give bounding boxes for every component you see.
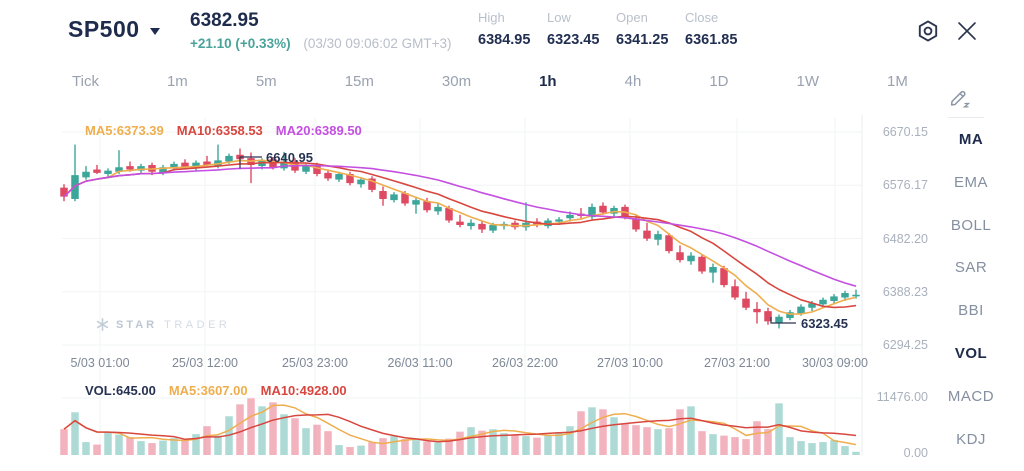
time-axis-tick: 26/03 11:00: [387, 356, 453, 370]
high-annotation: 6640.95: [266, 150, 313, 165]
price-change: +21.10 (+0.33%): [190, 36, 291, 51]
last-price: 6382.95: [190, 10, 259, 31]
vol-legend: VOL:645.00: [85, 383, 156, 398]
ma5-legend: MA5:6373.39: [85, 123, 164, 138]
close-button[interactable]: [956, 20, 978, 42]
tab-5m[interactable]: 5m: [255, 73, 277, 90]
price-ma-legend: MA5:6373.39 MA10:6358.53 MA20:6389.50: [85, 123, 362, 138]
quote-timestamp: (03/30 09:06:02 GMT+3): [303, 36, 452, 51]
stat-low: Low 6323.45: [547, 10, 600, 48]
draw-tools-button[interactable]: [948, 86, 972, 108]
gear-icon: [918, 20, 938, 42]
ma20-legend: MA20:6389.50: [275, 123, 362, 138]
vol-ma5-legend: MA5:3607.00: [168, 383, 248, 398]
time-axis-tick: 27/03 10:00: [596, 356, 664, 370]
close-icon: [958, 22, 976, 40]
tab-15m[interactable]: 15m: [344, 73, 374, 90]
time-axis-tick: 25/03 23:00: [281, 356, 349, 370]
watermark-trader: TRADER: [164, 318, 231, 331]
indicator-sidebar: MA EMA BOLL SAR BBI VOL MACD KDJ: [934, 119, 1008, 461]
sidebar-item-sar[interactable]: SAR: [954, 259, 988, 277]
settings-button[interactable]: [914, 17, 942, 45]
time-axis-tick: 27/03 21:00: [703, 356, 771, 370]
price-axis-tick: 6670.15: [882, 125, 928, 139]
price-axis-tick: 6294.25: [882, 338, 928, 352]
pencil-icon: [950, 91, 971, 108]
tab-1h[interactable]: 1h: [539, 73, 557, 90]
tab-30m[interactable]: 30m: [441, 73, 472, 90]
tab-1d[interactable]: 1D: [709, 73, 729, 90]
price-subrow: +21.10 (+0.33%) (03/30 09:06:02 GMT+3): [190, 36, 452, 51]
sidebar-item-vol[interactable]: VOL: [954, 344, 988, 362]
volume-axis-tick-max: 11476.00: [876, 390, 928, 404]
tab-1m[interactable]: 1m: [166, 73, 188, 90]
volume-axis-tick-zero: 0.00: [903, 446, 928, 460]
watermark-star: STAR: [116, 318, 158, 331]
sidebar-divider: [948, 117, 984, 118]
sidebar-item-kdj[interactable]: KDJ: [956, 430, 986, 448]
price-axis-tick: 6482.20: [882, 231, 928, 246]
tab-1w[interactable]: 1W: [796, 73, 820, 90]
volume-legend: VOL:645.00 MA5:3607.00 MA10:4928.00: [85, 383, 347, 398]
stat-high: High 6384.95: [478, 10, 531, 48]
sidebar-item-boll[interactable]: BOLL: [950, 216, 992, 234]
time-axis-tick: 5/03 01:00: [70, 356, 130, 370]
sidebar-item-ema[interactable]: EMA: [953, 173, 988, 191]
sidebar-item-bbi[interactable]: BBI: [958, 302, 984, 320]
tab-tick[interactable]: Tick: [72, 73, 99, 90]
vol-ma10-legend: MA10:4928.00: [260, 383, 347, 398]
low-annotation: 6323.45: [801, 316, 848, 331]
chevron-down-icon: [149, 27, 160, 35]
timeframe-tabs: Tick 1m 5m 15m 30m 1h 4h 1D 1W 1M: [68, 71, 912, 92]
symbol-name: SP500: [68, 16, 140, 42]
star-icon: [96, 318, 109, 331]
ohlc-stats: High 6384.95 Low 6323.45 Open 6341.25 Cl…: [478, 10, 741, 48]
price-axis-tick: 6388.23: [882, 284, 928, 299]
watermark: STAR TRADER: [96, 318, 230, 331]
time-axis-tick: 26/03 22:00: [491, 356, 559, 370]
ma10-legend: MA10:6358.53: [176, 123, 263, 138]
stat-close: Close 6361.85: [685, 10, 738, 48]
price-axis-tick: 6576.17: [882, 178, 928, 193]
sidebar-item-macd[interactable]: MACD: [947, 387, 995, 405]
time-axis-tick: 30/03 09:00: [801, 356, 869, 370]
stat-open: Open 6341.25: [616, 10, 669, 48]
time-axis-tick: 25/03 12:00: [171, 356, 239, 370]
sidebar-item-ma[interactable]: MA: [958, 131, 984, 148]
tab-1mo[interactable]: 1M: [887, 73, 908, 90]
symbol-selector[interactable]: SP500: [68, 16, 160, 43]
tab-4h[interactable]: 4h: [624, 73, 642, 90]
